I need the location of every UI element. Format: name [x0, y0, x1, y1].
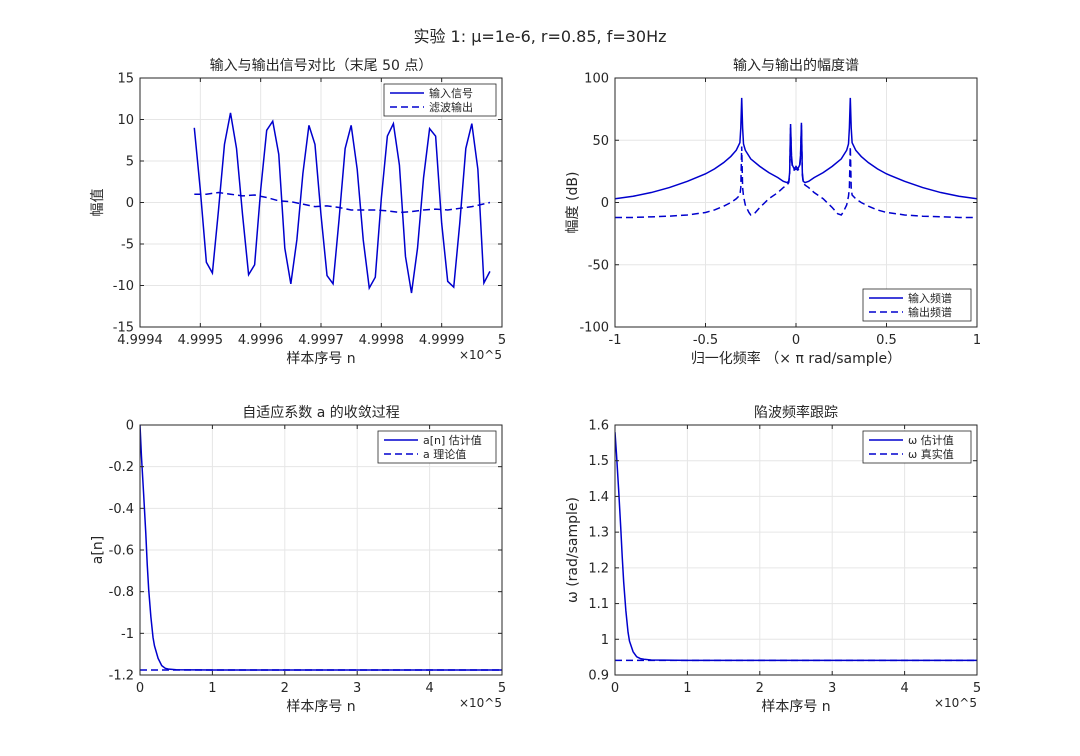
x-tick-label: 4.9994 — [117, 333, 163, 348]
x-axis-title: 样本序号 n — [761, 699, 830, 715]
y-axis-title: ω (rad/sample) — [565, 497, 581, 603]
y-tick-label: 5 — [126, 155, 134, 170]
series-line-solid — [615, 97, 977, 200]
legend-entry: a[n] 估计值 — [423, 434, 482, 447]
y-tick-label: 15 — [117, 72, 134, 87]
x-tick-label: 3 — [828, 681, 836, 696]
x-tick-label: 5 — [973, 681, 981, 696]
legend-box — [862, 430, 972, 464]
y-tick-label: -50 — [588, 258, 609, 273]
panel-title: 自适应系数 a 的收敛过程 — [242, 404, 399, 421]
series-line-dashed — [194, 191, 491, 214]
figure-suptitle: 实验 1: μ=1e-6, r=0.85, f=30Hz — [413, 27, 666, 46]
x-tick-label: 4.9997 — [298, 333, 344, 348]
legend-entry: 输出频谱 — [908, 305, 952, 319]
y-tick-label: -10 — [113, 279, 134, 294]
x-tick-label: 2 — [281, 681, 289, 696]
x-tick-label: 3 — [353, 681, 361, 696]
y-tick-label: 1.3 — [588, 526, 609, 541]
x-tick-label: 5 — [498, 333, 506, 348]
y-tick-label: 100 — [584, 72, 609, 87]
y-tick-label: -100 — [579, 321, 609, 336]
x-tick-label: 1 — [208, 681, 216, 696]
legend-entry: 输入频谱 — [908, 291, 952, 305]
legend-box — [383, 83, 497, 117]
y-tick-label: 1.4 — [588, 490, 609, 505]
x-tick-label: 4.9999 — [419, 333, 465, 348]
panel-title: 输入与输出信号对比（末尾 50 点） — [210, 58, 433, 74]
x-tick-label: 1 — [683, 681, 691, 696]
x-tick-label: 4.9998 — [359, 333, 405, 348]
y-axis-title: 幅值 — [90, 189, 106, 217]
y-tick-label: 0 — [126, 196, 134, 211]
legend-entry: ω 估计值 — [908, 434, 954, 447]
y-tick-label: -1 — [121, 627, 134, 642]
y-tick-label: -0.2 — [109, 460, 134, 475]
x-tick-label: 0.5 — [876, 333, 897, 348]
y-tick-label: -1.2 — [109, 669, 134, 684]
y-tick-label: 0 — [601, 196, 609, 211]
panel-signal-compare: 4.9994 4.9995 4.9996 4.9997 4.9998 4.9999 5 -15… — [90, 58, 506, 367]
x-tick-label: 4 — [425, 681, 433, 696]
y-tick-label: 1.6 — [588, 419, 609, 434]
y-axis-title: a[n] — [90, 536, 106, 564]
legend-box — [377, 430, 497, 464]
y-tick-label: -15 — [113, 321, 134, 336]
x-tick-label: -1 — [609, 333, 622, 348]
x-axis-title: 样本序号 n — [286, 351, 355, 367]
panel-title: 陷波频率跟踪 — [754, 404, 838, 421]
y-tick-label: 1 — [601, 633, 609, 648]
y-tick-label: -0.6 — [109, 544, 134, 559]
y-tick-label: 50 — [592, 134, 609, 149]
y-tick-label: 1.1 — [588, 597, 609, 612]
panel-title: 输入与输出的幅度谱 — [733, 58, 859, 74]
legend-entry: a 理论值 — [423, 447, 466, 461]
y-axis-title: 幅度 (dB) — [565, 172, 581, 234]
y-tick-label: -5 — [121, 238, 134, 253]
x-axis-title: 归一化频率 （× π rad/sample） — [691, 350, 901, 367]
x-tick-label: 0 — [792, 333, 800, 348]
legend-entry: 滤波输出 — [429, 100, 473, 114]
panel-coefficient-convergence: 0 1 2 3 4 5 -1.2 -1 -0.8 -0.6 -0.4 -0.2 0 ×10^5 自适应系数 … — [90, 404, 506, 715]
y-tick-label: 1.2 — [588, 561, 609, 576]
x-exponent-label: ×10^5 — [459, 348, 502, 362]
panel-notch-frequency-tracking: 0 1 2 3 4 5 0.9 1 1.1 1.2 1.3 1.4 1.5 1.6 ×10^5 陷波频率跟踪样… — [565, 404, 981, 715]
x-tick-label: 1 — [973, 333, 981, 348]
axes-box — [614, 424, 978, 676]
y-tick-label: 1.5 — [588, 454, 609, 469]
x-tick-label: -0.5 — [693, 333, 718, 348]
x-tick-label: 4.9995 — [178, 333, 224, 348]
series-line-dashed — [615, 125, 977, 219]
x-tick-label: 0 — [611, 681, 619, 696]
x-axis-title: 样本序号 n — [286, 699, 355, 715]
x-tick-label: 2 — [756, 681, 764, 696]
y-tick-label: 0 — [126, 419, 134, 434]
y-tick-label: 0.9 — [588, 669, 609, 684]
x-tick-label: 5 — [498, 681, 506, 696]
y-tick-label: -0.4 — [109, 502, 134, 517]
y-tick-label: 10 — [117, 113, 134, 128]
plot-area — [615, 425, 977, 675]
legend-box — [862, 288, 972, 322]
x-tick-label: 4 — [900, 681, 908, 696]
x-tick-label: 0 — [136, 681, 144, 696]
legend-entry: ω 真实值 — [908, 447, 954, 461]
x-tick-label: 4.9996 — [238, 333, 284, 348]
y-tick-label: -0.8 — [109, 585, 134, 600]
x-exponent-label: ×10^5 — [459, 696, 502, 710]
series-line-solid — [193, 112, 491, 294]
legend-entry: 输入信号 — [429, 86, 473, 100]
x-exponent-label: ×10^5 — [934, 696, 977, 710]
